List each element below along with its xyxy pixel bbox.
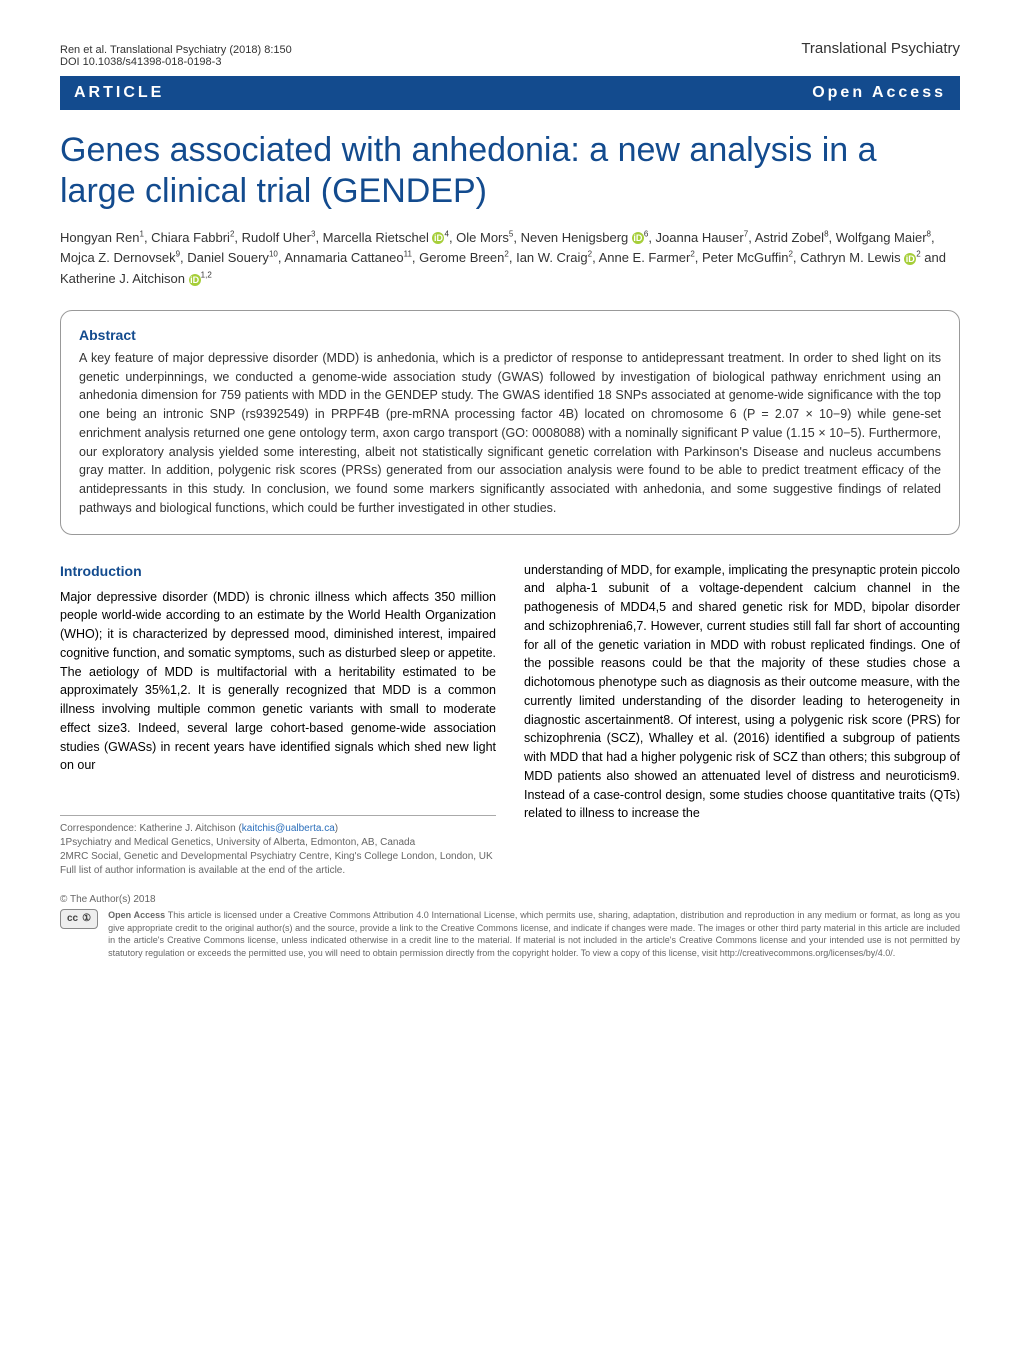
open-access-bold: Open Access <box>108 910 165 920</box>
left-column: Introduction Major depressive disorder (… <box>60 561 496 879</box>
affiliation-1: 1Psychiatry and Medical Genetics, Univer… <box>60 836 496 850</box>
correspondence-block: Correspondence: Katherine J. Aitchison (… <box>60 815 496 878</box>
right-column: understanding of MDD, for example, impli… <box>524 561 960 879</box>
open-access-label: Open Access <box>812 84 946 102</box>
author-list: Hongyan Ren1, Chiara Fabbri2, Rudolf Uhe… <box>60 228 960 290</box>
license-box: cc ① Open Access This article is license… <box>60 909 960 959</box>
cc-icon: cc <box>67 912 78 926</box>
correspondence-line: Correspondence: Katherine J. Aitchison (… <box>60 822 496 836</box>
citation: Ren et al. Translational Psychiatry (201… <box>60 44 292 56</box>
license-body: This article is licensed under a Creativ… <box>108 910 960 958</box>
introduction-text-right: understanding of MDD, for example, impli… <box>524 561 960 824</box>
orcid-icon: iD <box>432 232 444 244</box>
correspondence-email[interactable]: kaitchis@ualberta.ca <box>242 823 335 834</box>
license-text: Open Access This article is licensed und… <box>108 909 960 959</box>
article-type: ARTICLE <box>74 84 164 102</box>
introduction-heading: Introduction <box>60 561 496 582</box>
orcid-icon: iD <box>189 274 201 286</box>
journal-name: Translational Psychiatry <box>801 40 960 57</box>
orcid-icon: iD <box>904 253 916 265</box>
orcid-icon: iD <box>632 232 644 244</box>
abstract-heading: Abstract <box>79 327 941 343</box>
body-columns: Introduction Major depressive disorder (… <box>60 561 960 879</box>
header-row: Ren et al. Translational Psychiatry (201… <box>60 40 960 68</box>
copyright: © The Author(s) 2018 <box>60 894 960 905</box>
article-bar: ARTICLE Open Access <box>60 76 960 110</box>
abstract-text: A key feature of major depressive disord… <box>79 349 941 518</box>
full-author-list-note: Full list of author information is avail… <box>60 864 496 878</box>
introduction-text-left: Major depressive disorder (MDD) is chron… <box>60 588 496 776</box>
doi: DOI 10.1038/s41398-018-0198-3 <box>60 56 292 68</box>
article-title: Genes associated with anhedonia: a new a… <box>60 130 960 212</box>
citation-block: Ren et al. Translational Psychiatry (201… <box>60 44 292 68</box>
affiliation-2: 2MRC Social, Genetic and Developmental P… <box>60 850 496 864</box>
by-icon: ① <box>82 912 91 926</box>
cc-by-badge-icon: cc ① <box>60 909 98 929</box>
abstract-box: Abstract A key feature of major depressi… <box>60 310 960 535</box>
